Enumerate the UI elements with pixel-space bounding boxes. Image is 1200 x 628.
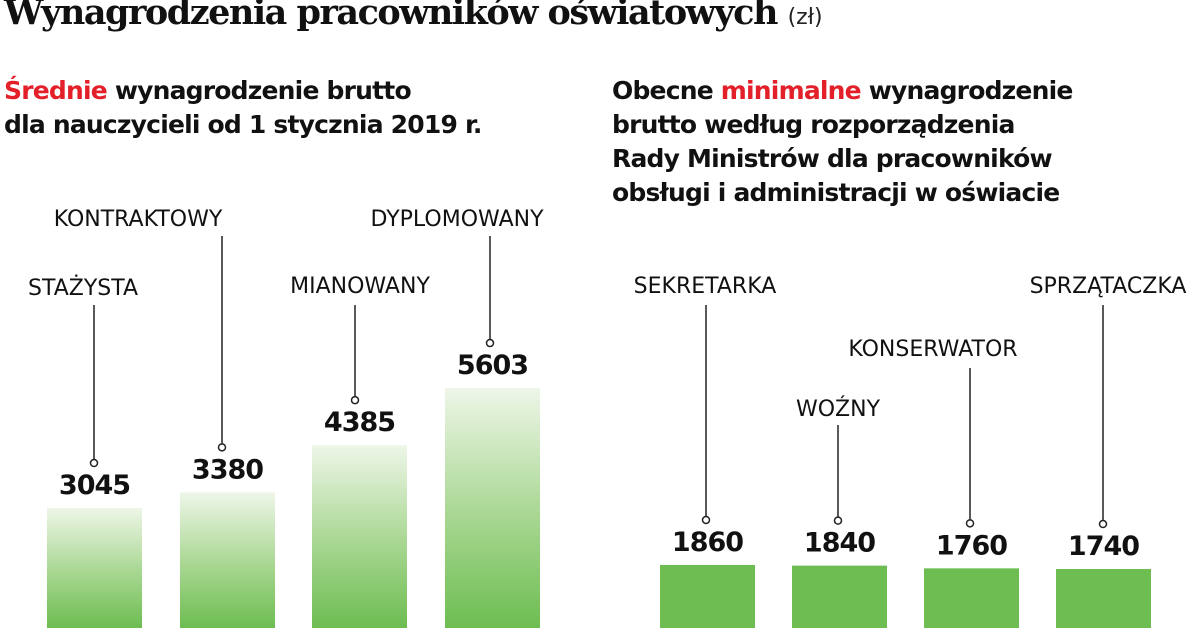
right-chart-subtitle: Obecne minimalne wynagrodzenie brutto we… [612,74,1200,210]
data-label: 1840 [804,528,875,559]
category-label: KONSERWATOR [848,337,1017,362]
right-subtitle-line2: brutto według rozporządzenia [612,110,1015,139]
category-label: SEKRETARKA [634,274,777,299]
leader-dot [1098,519,1108,529]
leader-dot [350,395,360,405]
category-label: SPRZĄTACZKA [1030,274,1187,299]
left-chart-subtitle: Średnie wynagrodzenie brutto dla nauczyc… [4,74,594,142]
data-label: 4385 [324,407,395,438]
left-subtitle-line2: dla nauczycieli od 1 stycznia 2019 r. [4,110,482,139]
leader-dot [701,515,711,525]
bar-woźny [792,565,887,628]
right-subtitle-line4: obsługi i administracji w oświacie [612,178,1060,207]
data-label: 3380 [192,454,263,485]
bar-dyplomowany [445,388,540,628]
category-label: DYPLOMOWANY [370,207,544,232]
bar-konserwator [924,568,1019,628]
leader-dot [965,519,975,528]
data-label: 1760 [936,530,1007,561]
left-subtitle-rest: wynagrodzenie brutto [106,76,412,105]
data-label: 1740 [1068,531,1139,562]
leader-dot [485,338,495,348]
bar-sekretarka [660,564,755,628]
category-label: STAŻYSTA [28,275,138,301]
bar-stażysta [47,508,142,628]
category-label: WOŹNY [796,396,881,422]
data-label: 5603 [457,350,528,381]
leader-dot [217,443,227,452]
right-subtitle-highlight: minimalne [720,76,862,105]
left-subtitle-highlight: Średnie [4,76,108,105]
bar-mianowany [312,445,407,628]
unit-label: (zł) [787,5,823,30]
category-label: KONTRAKTOWY [54,207,223,232]
right-subtitle-rest: wynagrodzenie [860,76,1074,105]
chart-title: Wynagrodzenia pracowników oświatowych (z… [4,0,823,33]
category-label: MIANOWANY [290,274,430,299]
bar-kontraktowy [180,492,275,628]
leader-dot [833,516,843,525]
right-subtitle-part1: Obecne [612,76,721,105]
right-subtitle-line3: Rady Ministrów dla pracowników [612,144,1053,173]
leader-dot [89,458,99,468]
title-text: Wynagrodzenia pracowników oświatowych [4,0,778,33]
data-label: 1860 [672,527,743,558]
bar-sprzątaczka [1056,569,1151,628]
data-label: 3045 [59,470,130,501]
